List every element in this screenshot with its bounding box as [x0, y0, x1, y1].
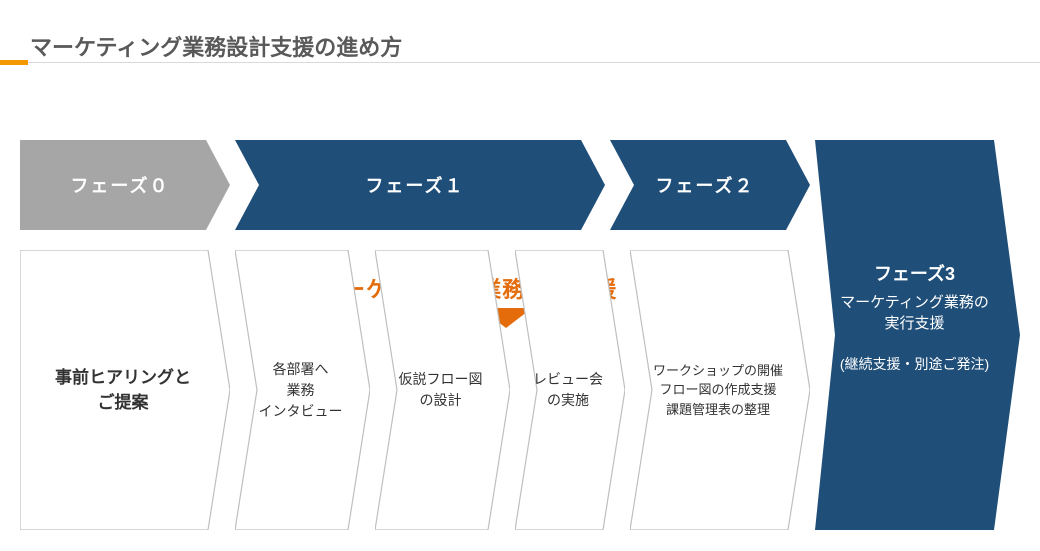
phase3-chevron: フェーズ3 マーケティング業務の実行支援 (継続支援・別途ご発注) — [815, 140, 1020, 530]
title-underline — [0, 62, 1040, 63]
phase3-note: (継続支援・別途ご発注) — [839, 354, 990, 374]
phase1-label: フェーズ１ — [365, 172, 474, 198]
diagram-stage: フェーズ０ フェーズ１ フェーズ２ フェーズ3 マーケティング業務の実行支援 (継続… — [20, 140, 1020, 540]
box-rev-label: レビュー会の実施 — [517, 369, 623, 411]
phase3-title: フェーズ3 — [839, 260, 990, 286]
phase2-chevron: フェーズ２ — [610, 140, 810, 230]
box-pre-label: 事前ヒアリングとご提案 — [39, 365, 211, 416]
phase0-label: フェーズ０ — [70, 172, 179, 198]
box-flow-label: 仮説フロー図の設計 — [383, 369, 503, 411]
phase1-chevron: フェーズ１ — [235, 140, 605, 230]
phase2-label: フェーズ２ — [655, 172, 764, 198]
phase3-subtitle: マーケティング業務の実行支援 — [839, 292, 990, 334]
box-pre: 事前ヒアリングとご提案 — [20, 250, 230, 530]
box-ws: ワークショップの開催フロー図の作成支援課題管理表の整理 — [630, 250, 810, 530]
page-title: マーケティング業務設計支援の進め方 — [30, 30, 402, 62]
page-header: マーケティング業務設計支援の進め方 — [0, 30, 1040, 62]
box-int-label: 各部署へ業務インタビュー — [243, 359, 363, 422]
box-ws-label: ワークショップの開催フロー図の作成支援課題管理表の整理 — [637, 361, 803, 420]
box-rev: レビュー会の実施 — [515, 250, 625, 530]
title-accent — [0, 60, 28, 65]
box-int: 各部署へ業務インタビュー — [235, 250, 370, 530]
box-flow: 仮説フロー図の設計 — [375, 250, 510, 530]
phase0-chevron: フェーズ０ — [20, 140, 230, 230]
